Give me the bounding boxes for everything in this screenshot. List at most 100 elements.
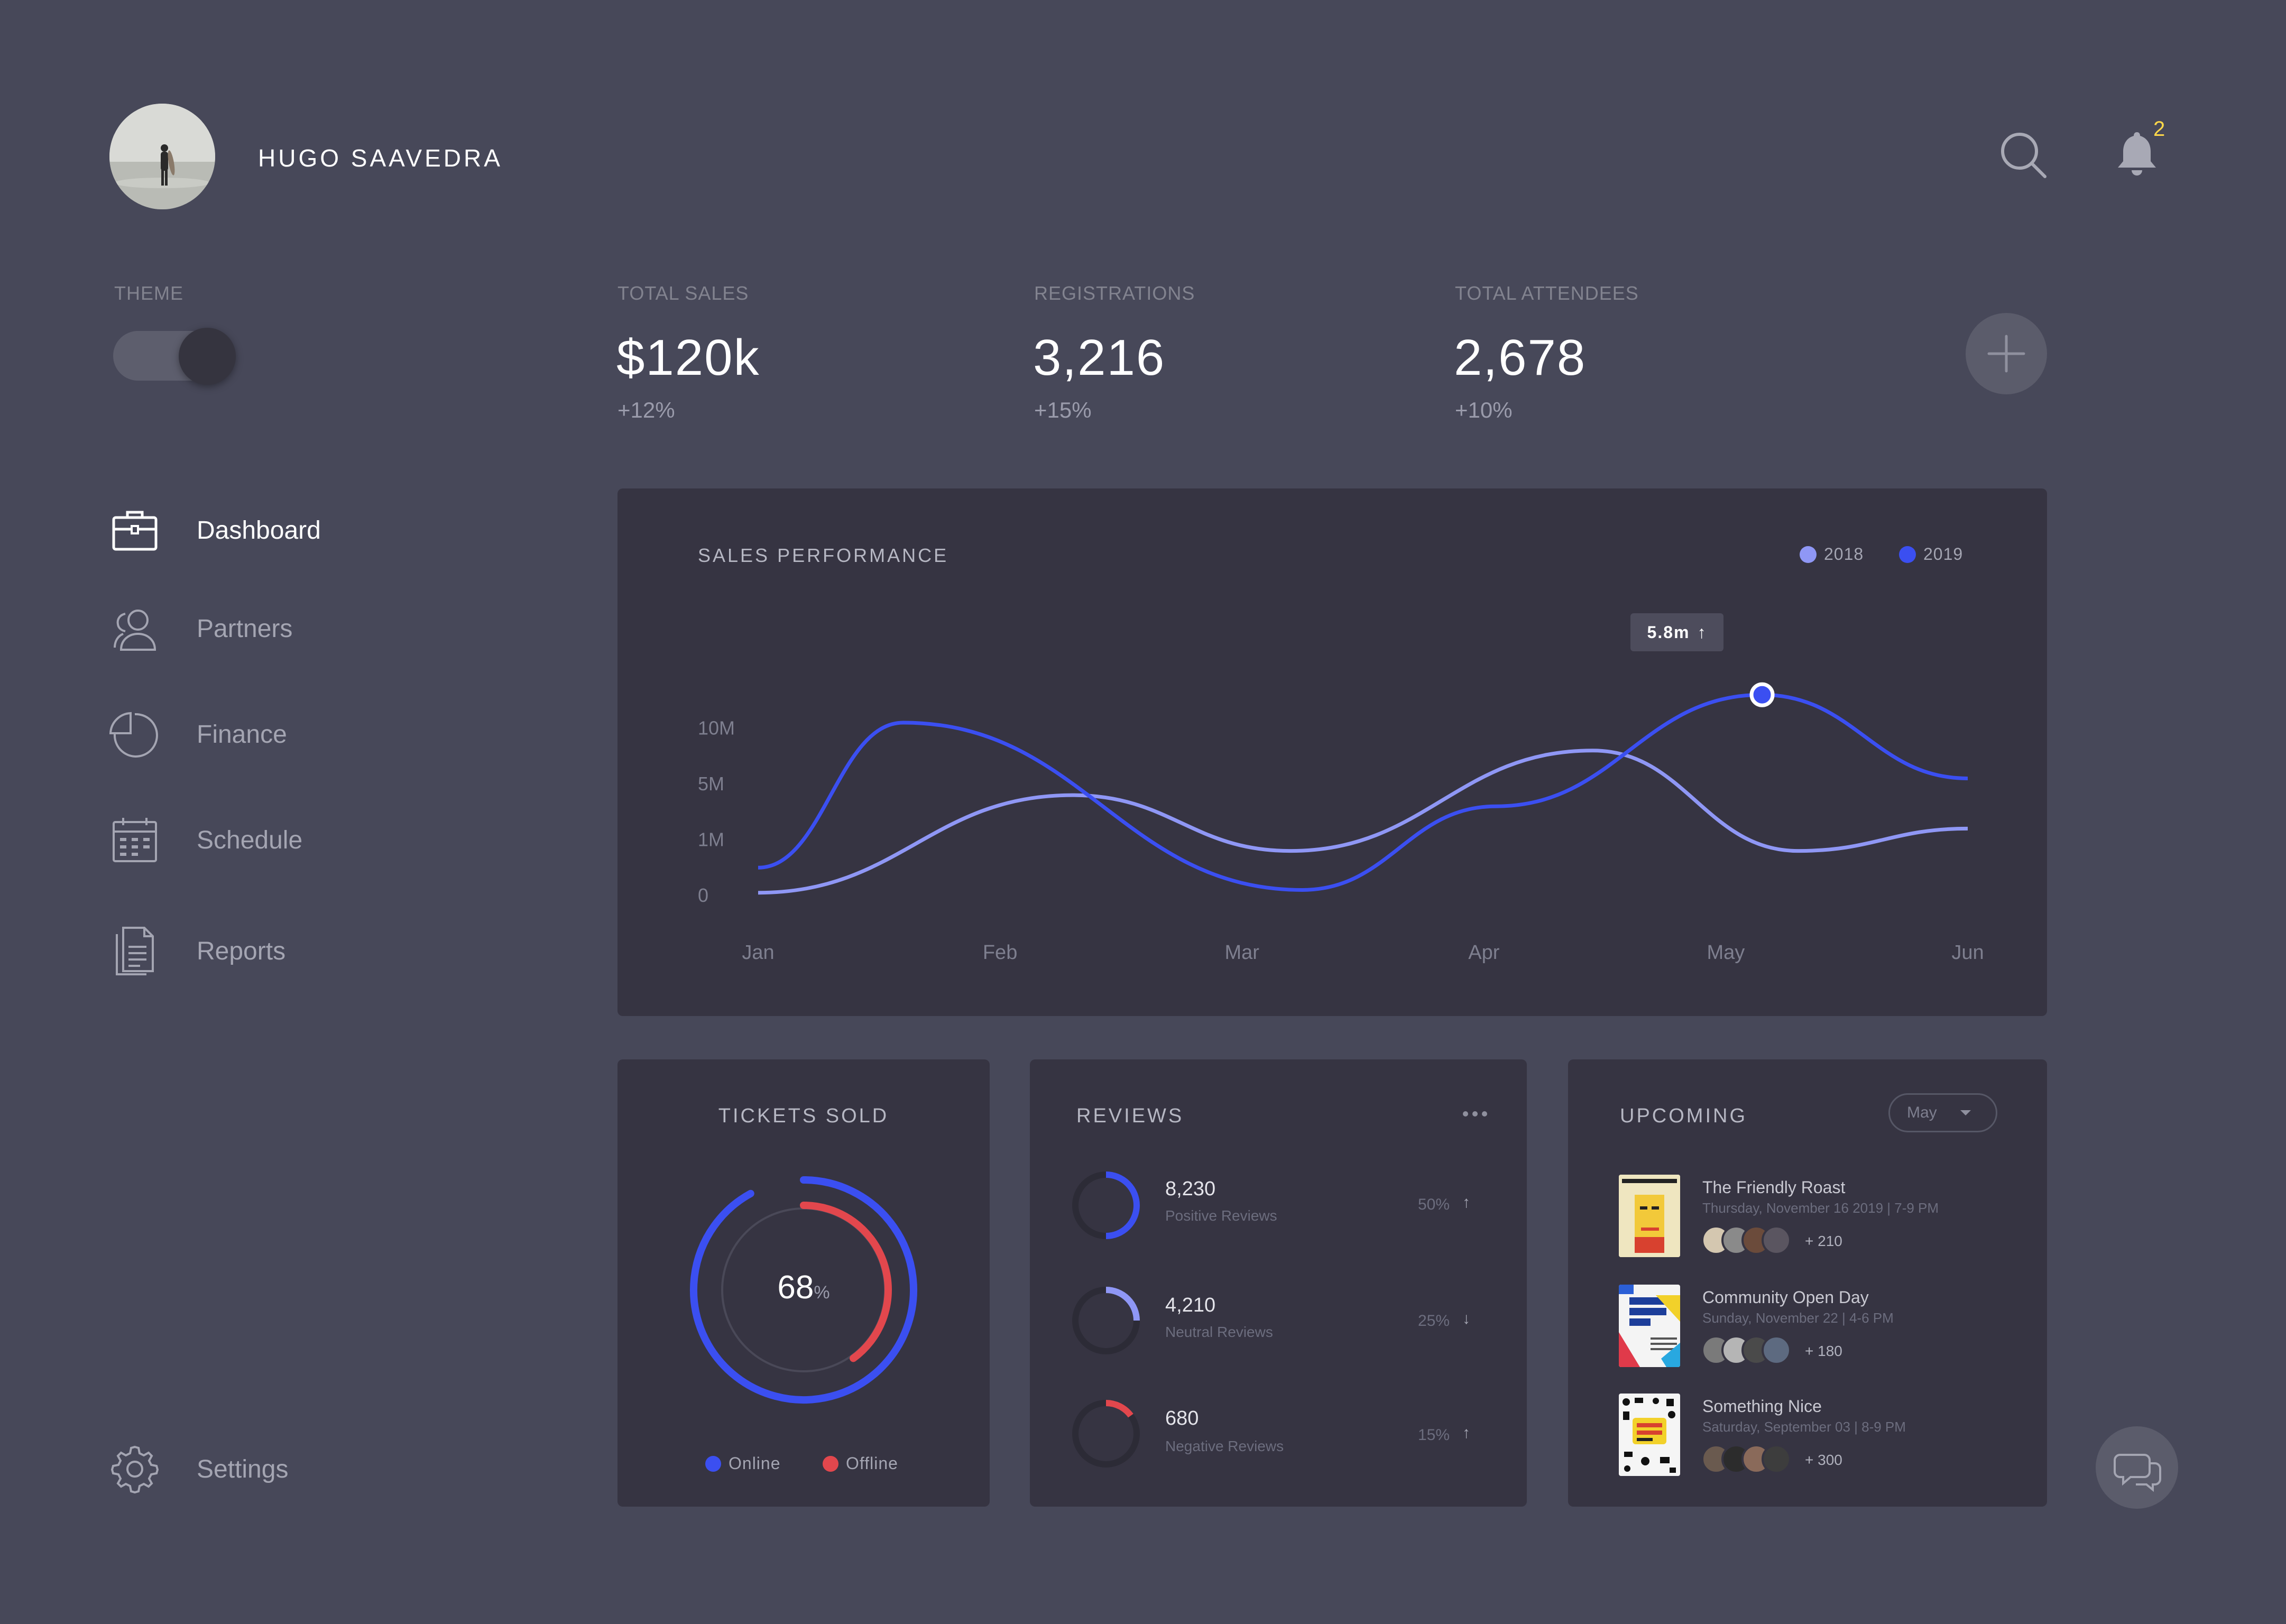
stat-label-total-sales: TOTAL SALES <box>617 282 749 304</box>
sidebar-item-reports[interactable]: Reports <box>106 922 476 980</box>
event-attendee-count: + 180 <box>1805 1343 1842 1359</box>
plus-icon <box>1987 335 2025 373</box>
month-select-value: May <box>1907 1104 1937 1121</box>
user-name: HUGO SAAVEDRA <box>258 144 503 172</box>
sidebar-item-label: Reports <box>197 937 286 965</box>
x-tick-label: Apr <box>1468 942 1499 964</box>
tickets-percent-symbol: % <box>814 1282 830 1303</box>
stat-change-total-sales: +12% <box>617 398 675 422</box>
ring-progress <box>1105 1287 1140 1321</box>
review-percent: 15% <box>1418 1426 1450 1444</box>
pie-chart-icon <box>106 705 164 763</box>
x-tick-label: Feb <box>983 942 1017 964</box>
stat-value-registrations: 3,216 <box>1033 329 1166 386</box>
reviews-title: REVIEWS <box>1076 1105 1184 1127</box>
briefcase-icon <box>106 501 164 559</box>
series-line-2019 <box>758 693 1968 892</box>
legend-label: 2019 <box>1923 545 1964 564</box>
user-avatar[interactable] <box>109 104 215 209</box>
arrow-down-icon: ↓ <box>1462 1310 1470 1327</box>
gear-icon <box>106 1440 164 1498</box>
x-tick-label: Mar <box>1224 942 1259 964</box>
review-value: 4,210 <box>1165 1294 1216 1316</box>
event-attendee-count: + 210 <box>1805 1233 1842 1249</box>
review-row-negative: 680 Negative Reviews 15% ↑ <box>1069 1397 1503 1471</box>
review-percent: 25% <box>1418 1312 1450 1330</box>
chat-button[interactable] <box>2096 1426 2178 1509</box>
highlight-point[interactable] <box>1749 682 1775 707</box>
review-value: 8,230 <box>1165 1178 1216 1200</box>
stat-label-registrations: REGISTRATIONS <box>1034 282 1195 304</box>
chart-title: SALES PERFORMANCE <box>698 545 949 566</box>
event-title: The Friendly Roast <box>1702 1178 1846 1197</box>
tickets-percent: 68% <box>687 1269 920 1306</box>
arrow-up-icon: ↑ <box>1462 1194 1470 1211</box>
ring-progress <box>1105 1400 1133 1418</box>
legend-dot <box>705 1455 721 1472</box>
theme-toggle-knob[interactable] <box>179 328 236 385</box>
stat-label-total-attendees: TOTAL ATTENDEES <box>1455 282 1639 304</box>
tickets-legend-online: Online <box>705 1454 781 1473</box>
review-percent: 50% <box>1418 1196 1450 1213</box>
stat-change-total-attendees: +10% <box>1455 398 1513 422</box>
month-select[interactable]: May <box>1888 1093 1997 1132</box>
more-options-icon[interactable] <box>1460 1106 1492 1122</box>
sidebar-item-finance[interactable]: Finance <box>106 705 476 763</box>
arrow-up-icon: ↑ <box>1462 1424 1470 1442</box>
attendee-avatars <box>1701 1335 1807 1367</box>
sidebar-item-label: Schedule <box>197 826 303 854</box>
offline-arc <box>800 1202 892 1362</box>
event-item[interactable]: Something Nice Saturday, September 03 | … <box>1619 1394 2031 1478</box>
tickets-donut-chart <box>690 1176 917 1404</box>
attendee-avatars <box>1701 1225 1807 1257</box>
y-tick-label: 10M <box>698 717 735 739</box>
ring-progress <box>1105 1171 1140 1239</box>
review-label: Positive Reviews <box>1165 1207 1277 1224</box>
event-attendee-count: + 300 <box>1805 1452 1842 1468</box>
y-tick-label: 0 <box>698 884 708 906</box>
avatar <box>1762 1225 1791 1255</box>
chat-bubble-icon <box>2114 1454 2161 1492</box>
event-date: Sunday, November 22 | 4-6 PM <box>1702 1310 1894 1326</box>
sidebar-item-settings[interactable]: Settings <box>106 1440 476 1498</box>
series-line-2018 <box>758 749 1968 895</box>
sidebar-item-dashboard[interactable]: Dashboard <box>106 501 476 559</box>
sidebar-item-label: Dashboard <box>197 516 321 545</box>
y-tick-label: 5M <box>698 773 724 795</box>
search-icon[interactable] <box>1998 130 2049 181</box>
tickets-percent-value: 68 <box>777 1269 814 1306</box>
review-label: Neutral Reviews <box>1165 1324 1273 1340</box>
event-poster <box>1619 1394 1680 1476</box>
event-poster <box>1619 1175 1680 1257</box>
legend-dot <box>823 1455 838 1472</box>
add-button[interactable] <box>1966 313 2047 394</box>
review-row-neutral: 4,210 Neutral Reviews 25% ↓ <box>1069 1284 1503 1358</box>
review-progress-ring <box>1072 1400 1140 1468</box>
sales-line-chart: 10M 5M 1M 0 Jan Feb Mar Apr May Jun <box>698 682 1984 964</box>
bell-icon[interactable] <box>2112 128 2162 179</box>
x-tick-label: Jun <box>1951 942 1984 964</box>
document-icon <box>106 922 164 980</box>
legend-label: Online <box>729 1454 781 1473</box>
sidebar-item-label: Finance <box>197 720 287 749</box>
arrow-up-icon: ↑ <box>1697 622 1707 642</box>
event-poster <box>1619 1285 1680 1367</box>
review-value: 680 <box>1165 1407 1199 1429</box>
legend-label: 2018 <box>1824 545 1864 564</box>
sidebar-item-schedule[interactable]: Schedule <box>106 811 476 869</box>
tickets-legend-offline: Offline <box>823 1454 898 1473</box>
legend-2018: 2018 <box>1800 545 1864 564</box>
theme-label: THEME <box>114 282 183 304</box>
event-item[interactable]: Community Open Day Sunday, November 22 |… <box>1619 1285 2031 1369</box>
users-icon <box>106 599 164 658</box>
chart-tooltip: 5.8m ↑ <box>1630 613 1723 651</box>
event-date: Thursday, November 16 2019 | 7-9 PM <box>1702 1200 1939 1216</box>
legend-dot <box>1899 546 1916 563</box>
sidebar-item-partners[interactable]: Partners <box>106 599 476 658</box>
event-title: Something Nice <box>1702 1397 1822 1416</box>
avatar <box>1762 1335 1791 1365</box>
sidebar-item-label: Partners <box>197 614 293 643</box>
sidebar-item-label: Settings <box>197 1455 289 1483</box>
stat-value-total-sales: $120k <box>616 329 760 386</box>
event-item[interactable]: The Friendly Roast Thursday, November 16… <box>1619 1175 2031 1259</box>
